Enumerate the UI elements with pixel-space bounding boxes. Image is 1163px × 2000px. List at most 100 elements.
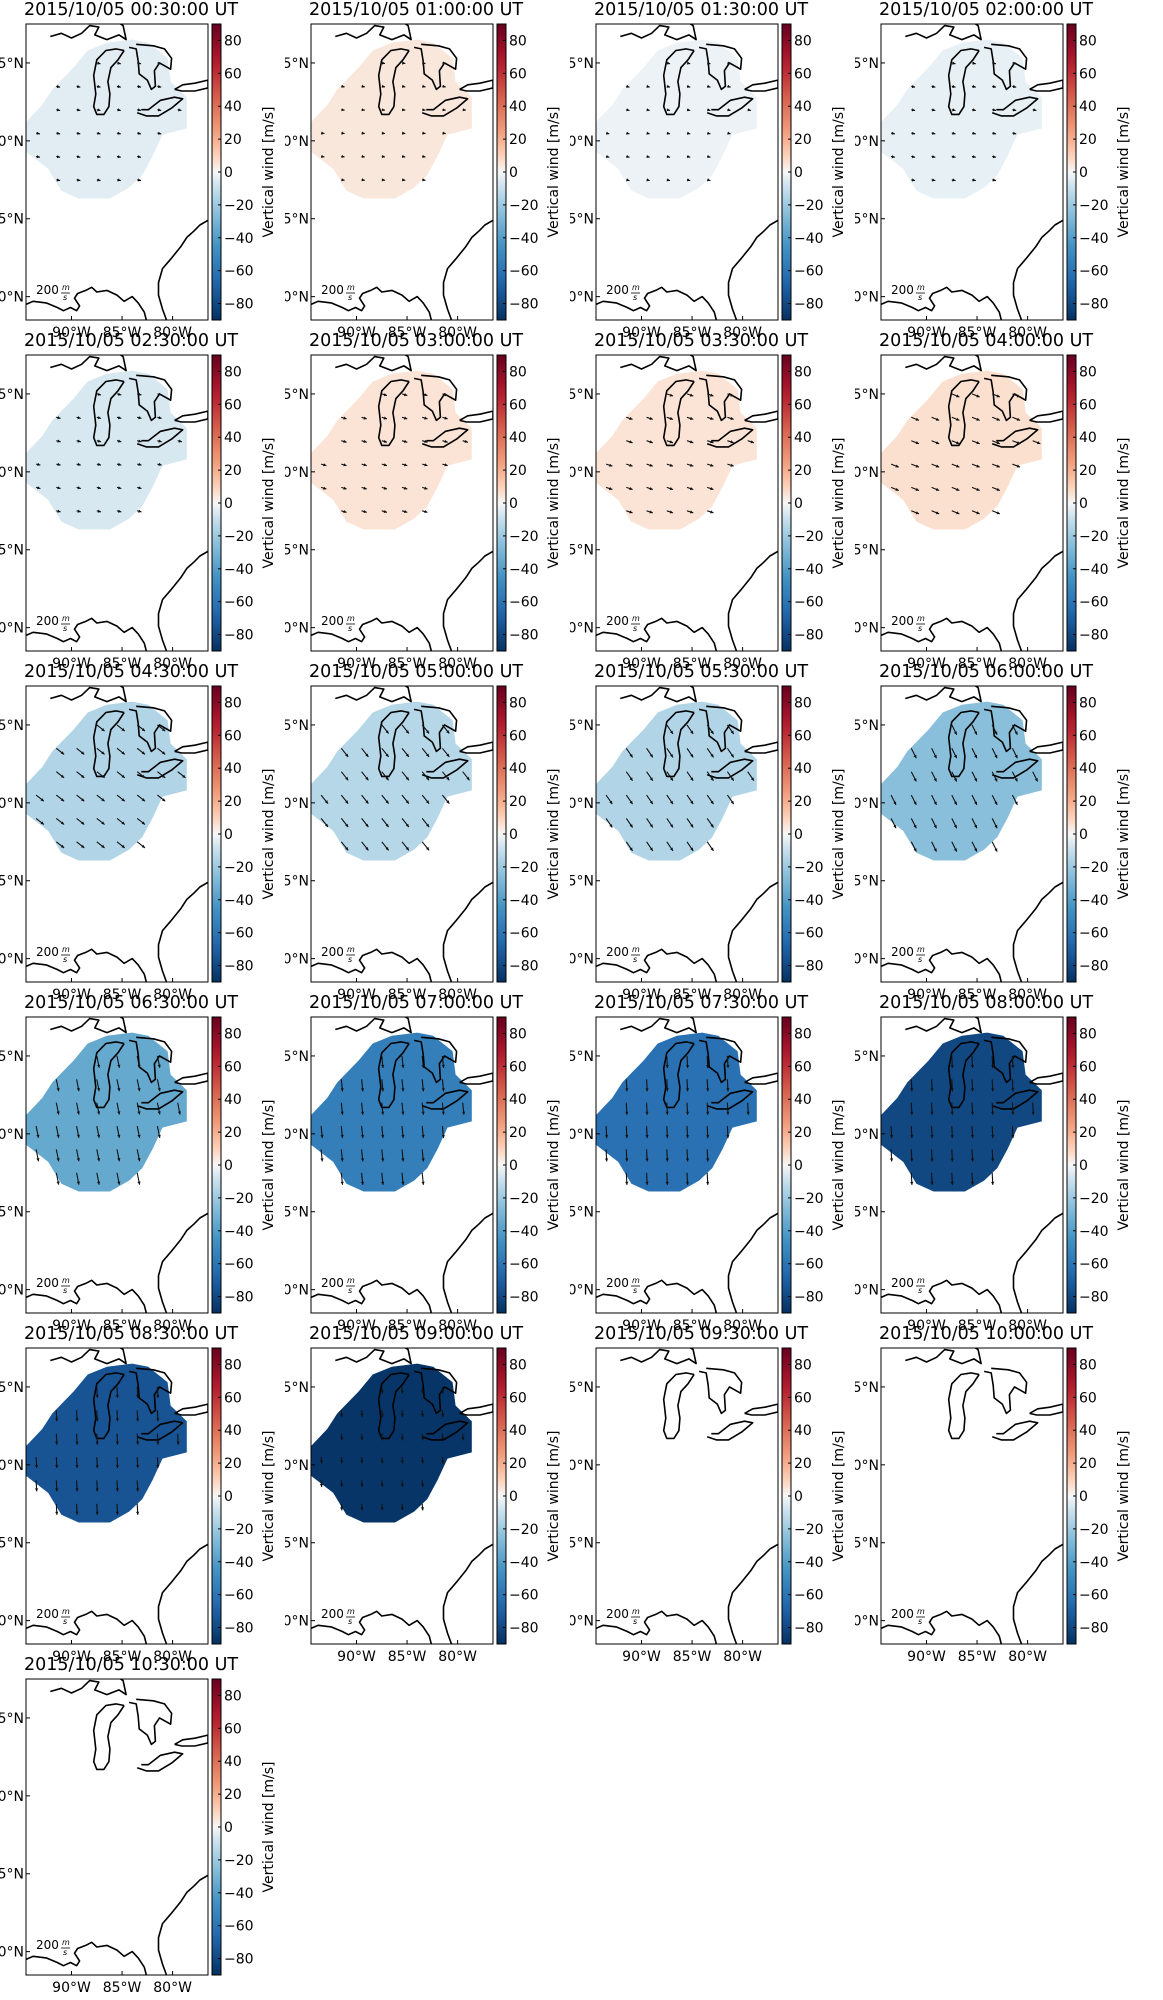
wind-arrowhead xyxy=(461,1437,465,1441)
panel-title: 2015/10/05 04:30:00 UT xyxy=(24,662,239,682)
coastline xyxy=(744,79,778,92)
wind-arrowhead xyxy=(730,730,734,734)
coastline xyxy=(596,1279,718,1313)
arrow-scale-unit-bottom: s xyxy=(918,624,922,633)
lat-tick-label: 35°N xyxy=(570,874,594,890)
wind-arrowhead xyxy=(710,510,714,514)
lat-tick-label: 40°N xyxy=(855,134,879,150)
lat-tick-label: 30°N xyxy=(0,1945,24,1961)
wind-arrowhead xyxy=(441,1064,445,1068)
wind-arrowhead xyxy=(97,416,101,420)
colorbar-tick-label: −20 xyxy=(224,529,254,545)
lat-tick-label: 30°N xyxy=(285,290,309,306)
wind-arrowhead xyxy=(405,823,409,827)
panel-title: 2015/10/05 01:00:00 UT xyxy=(309,0,524,20)
map-panel: 2015/10/05 02:30:00 UT200ms45°N40°N35°N3… xyxy=(0,331,285,672)
wind-arrowhead xyxy=(182,774,186,778)
wind-field-region xyxy=(596,39,757,199)
wind-arrowhead xyxy=(1014,778,1018,782)
wind-arrowhead xyxy=(141,751,145,755)
lon-tick-label: 90°W xyxy=(337,656,376,672)
panel-title: 2015/10/05 00:30:00 UT xyxy=(24,0,239,20)
coastline xyxy=(136,1751,184,1772)
wind-arrowhead xyxy=(95,1465,99,1468)
wind-arrowhead xyxy=(1014,801,1018,805)
colorbar-tick-label: 60 xyxy=(794,1059,812,1075)
wind-arrowhead xyxy=(115,1488,119,1492)
wind-arrowhead xyxy=(137,1134,141,1138)
wind-arrowhead xyxy=(340,1158,344,1162)
arrow-scale-unit-bottom: s xyxy=(918,1617,922,1626)
arrow-scale-unit-bottom: s xyxy=(348,293,352,302)
lat-tick-label: 45°N xyxy=(285,718,309,734)
wind-arrowhead xyxy=(77,439,81,443)
colorbar-tick-label: 60 xyxy=(794,66,812,82)
wind-arrowhead xyxy=(385,730,389,734)
map-frame xyxy=(310,685,494,983)
wind-arrowhead xyxy=(321,131,325,135)
wind-arrowhead xyxy=(670,824,673,828)
wind-arrowhead xyxy=(101,774,105,778)
map-panel: 2015/10/05 09:30:00 UT200ms45°N40°N35°N3… xyxy=(570,1324,855,1665)
wind-arrowhead xyxy=(360,1111,365,1115)
wind-field-region xyxy=(881,370,1042,530)
arrow-scale-unit-top: m xyxy=(347,945,355,954)
wind-arrowhead xyxy=(76,1134,80,1138)
arrow-scale-unit-bottom: s xyxy=(63,293,67,302)
wind-arrowhead xyxy=(381,1134,385,1139)
lat-tick-label: 40°N xyxy=(855,796,879,812)
colorbar-tick-label: 40 xyxy=(509,430,527,446)
wind-arrowhead xyxy=(442,84,446,88)
map-panel: 2015/10/05 01:00:00 UT200ms45°N40°N35°N3… xyxy=(285,0,570,341)
map-frame xyxy=(595,354,779,652)
colorbar-tick-label: −60 xyxy=(794,926,824,942)
colorbar-tick-label: 80 xyxy=(224,695,242,711)
wind-arrowhead xyxy=(727,108,731,112)
wind-arrowhead xyxy=(895,464,899,468)
wind-arrowhead xyxy=(706,1111,710,1115)
wind-arrowhead xyxy=(363,416,367,420)
wind-arrowhead xyxy=(609,824,613,828)
colorbar-tick-label: −20 xyxy=(224,860,254,876)
lat-tick-label: 45°N xyxy=(285,56,309,72)
wind-arrowhead xyxy=(913,848,917,852)
wind-arrowhead xyxy=(444,463,448,467)
wind-arrowhead xyxy=(956,487,960,491)
lon-tick-label: 80°W xyxy=(1008,1649,1047,1665)
wind-arrowhead xyxy=(118,509,122,513)
wind-arrowhead xyxy=(911,131,916,135)
wind-arrowhead xyxy=(138,462,142,466)
coastline xyxy=(157,1543,208,1644)
arrow-scale-unit-top: m xyxy=(62,1276,70,1285)
wind-arrowhead xyxy=(952,84,956,89)
colorbar-tick-label: −40 xyxy=(794,231,824,247)
lat-tick-label: 45°N xyxy=(855,1380,879,1396)
panel-title: 2015/10/05 10:00:00 UT xyxy=(879,1324,1094,1344)
wind-arrowhead xyxy=(137,1181,141,1185)
wind-arrowhead xyxy=(609,487,613,491)
lon-tick-label: 90°W xyxy=(907,987,946,1003)
wind-arrowhead xyxy=(992,178,996,182)
wind-arrowhead xyxy=(156,1441,160,1445)
arrow-scale-label: 200 xyxy=(36,1938,59,1952)
wind-arrowhead xyxy=(380,1437,384,1441)
lon-tick-label: 85°W xyxy=(388,656,427,672)
coastline xyxy=(26,948,148,982)
arrow-scale-label: 200 xyxy=(891,1276,914,1290)
coastline xyxy=(92,1041,125,1109)
colorbar-tick-label: −60 xyxy=(509,926,539,942)
lat-tick-label: 35°N xyxy=(570,1536,594,1552)
lat-tick-label: 45°N xyxy=(0,1049,24,1065)
wind-arrowhead xyxy=(118,392,122,396)
wind-arrowhead xyxy=(321,154,325,158)
colorbar-tick-label: −40 xyxy=(509,231,539,247)
colorbar-tick-label: 60 xyxy=(224,1390,242,1406)
colorbar-tick-label: −20 xyxy=(509,860,539,876)
wind-arrowhead xyxy=(55,1441,59,1445)
coastline xyxy=(1029,1072,1063,1085)
wind-arrowhead xyxy=(956,441,960,445)
wind-arrowhead xyxy=(401,1111,405,1115)
lon-tick-label: 90°W xyxy=(52,1318,91,1334)
lat-tick-label: 40°N xyxy=(0,1789,24,1805)
wind-arrowhead xyxy=(345,753,349,757)
